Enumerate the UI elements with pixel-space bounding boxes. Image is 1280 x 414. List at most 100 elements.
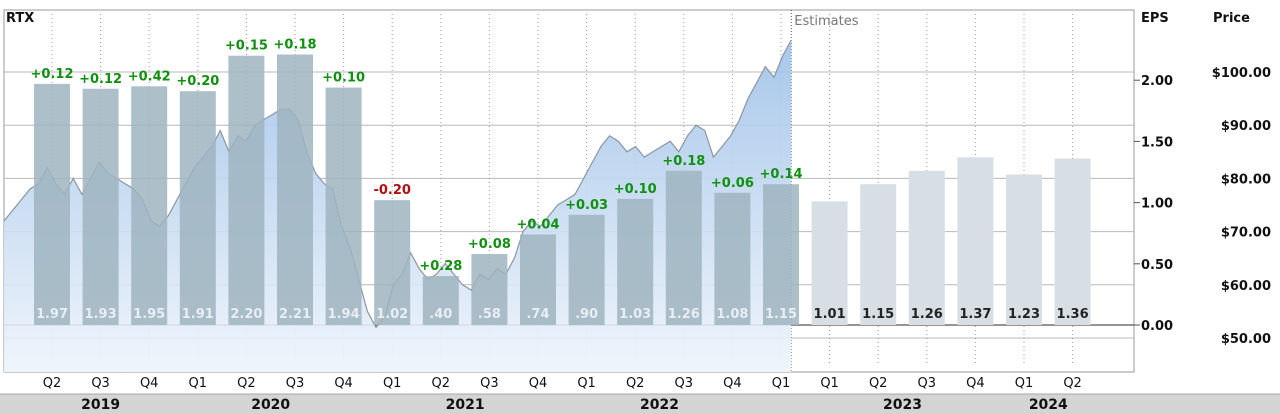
year-label: 2022 [640, 397, 679, 413]
eps-value-label: 2.21 [279, 307, 311, 322]
eps-bar [617, 198, 654, 325]
quarter-label: Q1 [1015, 376, 1034, 391]
quarter-label: Q2 [626, 376, 645, 391]
eps-value-label: .58 [478, 307, 501, 322]
quarter-label: Q4 [140, 376, 159, 391]
eps-bar [422, 276, 459, 325]
eps-tick-label: 2.00 [1141, 74, 1173, 89]
eps-surprise-label: +0.18 [274, 37, 317, 52]
price-tick-label: $60.00 [1221, 279, 1271, 294]
quarter-label: Q2 [869, 376, 888, 391]
quarter-label: Q3 [480, 376, 499, 391]
eps-tick-label: 1.00 [1141, 197, 1173, 212]
price-tick-label: $80.00 [1221, 172, 1271, 187]
eps-value-label: 1.03 [619, 307, 651, 322]
eps-value-label: .40 [429, 307, 452, 322]
quarter-label: Q2 [1063, 376, 1082, 391]
axes-layer: 0.00 0.50 1.00 1.50 2.00 $50.00 $60.00 $70.00 $8… [0, 66, 1280, 414]
eps-surprise-label: -0.20 [373, 183, 410, 198]
eps-tick-label: 0.00 [1141, 319, 1173, 334]
eps-value-label: 1.23 [1008, 307, 1040, 322]
eps-surprise-label: +0.12 [31, 67, 74, 82]
eps-value-label: 1.95 [133, 307, 165, 322]
eps-bar [568, 214, 605, 325]
quarter-label: Q2 [237, 376, 256, 391]
quarter-label: Q3 [918, 376, 937, 391]
year-label: 2019 [81, 397, 120, 413]
labels-layer: Estimates 1.97 1.93 1.95 1.91 2.20 2.21 1.94 1.0… [6, 11, 1250, 391]
eps-bar [1054, 158, 1091, 325]
eps-surprise-label: +0.28 [419, 259, 462, 274]
year-band [0, 394, 1280, 414]
quarter-label: Q4 [723, 376, 742, 391]
eps-bar [957, 157, 994, 325]
eps-bar [34, 83, 70, 325]
eps-value-label: 1.02 [376, 307, 408, 322]
quarter-label: Q4 [334, 376, 353, 391]
eps-bars-layer [34, 54, 1091, 325]
eps-surprise-label: +0.04 [517, 217, 560, 232]
eps-bar [811, 201, 848, 325]
eps-tick-label: 0.50 [1141, 258, 1173, 273]
quarter-label: Q1 [189, 376, 208, 391]
quarter-label: Q4 [529, 376, 548, 391]
quarter-label: Q2 [43, 376, 62, 391]
quarter-label: Q3 [675, 376, 694, 391]
eps-bar [82, 88, 119, 325]
eps-bar [763, 184, 799, 325]
eps-bar [860, 184, 897, 325]
eps-value-label: 1.15 [862, 307, 894, 322]
eps-bar [714, 192, 751, 325]
price-axis-title: Price [1213, 11, 1250, 26]
eps-surprise-label: +0.20 [176, 74, 219, 89]
eps-value-label: .74 [526, 307, 549, 322]
eps-value-label: 1.94 [328, 307, 360, 322]
eps-bar [277, 54, 313, 325]
eps-bar [471, 254, 508, 325]
eps-surprise-label: +0.15 [225, 39, 268, 54]
eps-bar [665, 170, 702, 325]
eps-surprise-label: +0.10 [614, 182, 657, 197]
eps-value-label: 1.93 [85, 307, 117, 322]
estimates-label: Estimates [794, 14, 858, 29]
eps-bar [1006, 174, 1042, 325]
eps-bar [908, 170, 945, 325]
eps-tick-label: 1.50 [1141, 135, 1173, 150]
eps-value-label: 1.26 [668, 307, 700, 322]
quarter-label: Q1 [820, 376, 839, 391]
quarter-label: Q3 [91, 376, 110, 391]
eps-surprise-label: +0.14 [760, 167, 803, 182]
eps-value-label: 1.01 [814, 307, 846, 322]
eps-surprise-label: +0.03 [565, 198, 608, 213]
eps-axis-title: EPS [1141, 11, 1169, 26]
price-tick-label: $90.00 [1221, 119, 1271, 134]
eps-bar [520, 234, 556, 325]
eps-surprise-label: +0.08 [468, 237, 511, 252]
eps-value-label: 1.15 [765, 307, 797, 322]
year-label: 2024 [1029, 397, 1068, 413]
quarter-label: Q4 [966, 376, 985, 391]
eps-value-label: 2.20 [230, 307, 262, 322]
eps-surprise-label: +0.06 [711, 176, 754, 191]
quarter-label: Q1 [772, 376, 791, 391]
eps-bar [131, 86, 168, 325]
price-tick-label: $50.00 [1221, 332, 1271, 347]
eps-value-label: 1.91 [182, 307, 214, 322]
price-tick-label: $70.00 [1221, 226, 1271, 241]
year-label: 2020 [251, 397, 290, 413]
eps-bar [325, 87, 362, 325]
eps-value-label: .90 [575, 307, 598, 322]
eps-value-label: 1.37 [959, 307, 991, 322]
quarter-label: Q2 [432, 376, 451, 391]
eps-value-label: 1.08 [716, 307, 748, 322]
eps-surprise-label: +0.42 [128, 69, 171, 84]
ticker-label: RTX [6, 11, 34, 26]
eps-value-label: 1.97 [36, 307, 68, 322]
eps-surprise-label: +0.10 [322, 71, 365, 86]
eps-bar [228, 55, 265, 325]
eps-surprise-label: +0.18 [662, 154, 705, 169]
quarter-label: Q1 [383, 376, 402, 391]
year-label: 2021 [446, 397, 485, 413]
quarter-label: Q1 [577, 376, 596, 391]
